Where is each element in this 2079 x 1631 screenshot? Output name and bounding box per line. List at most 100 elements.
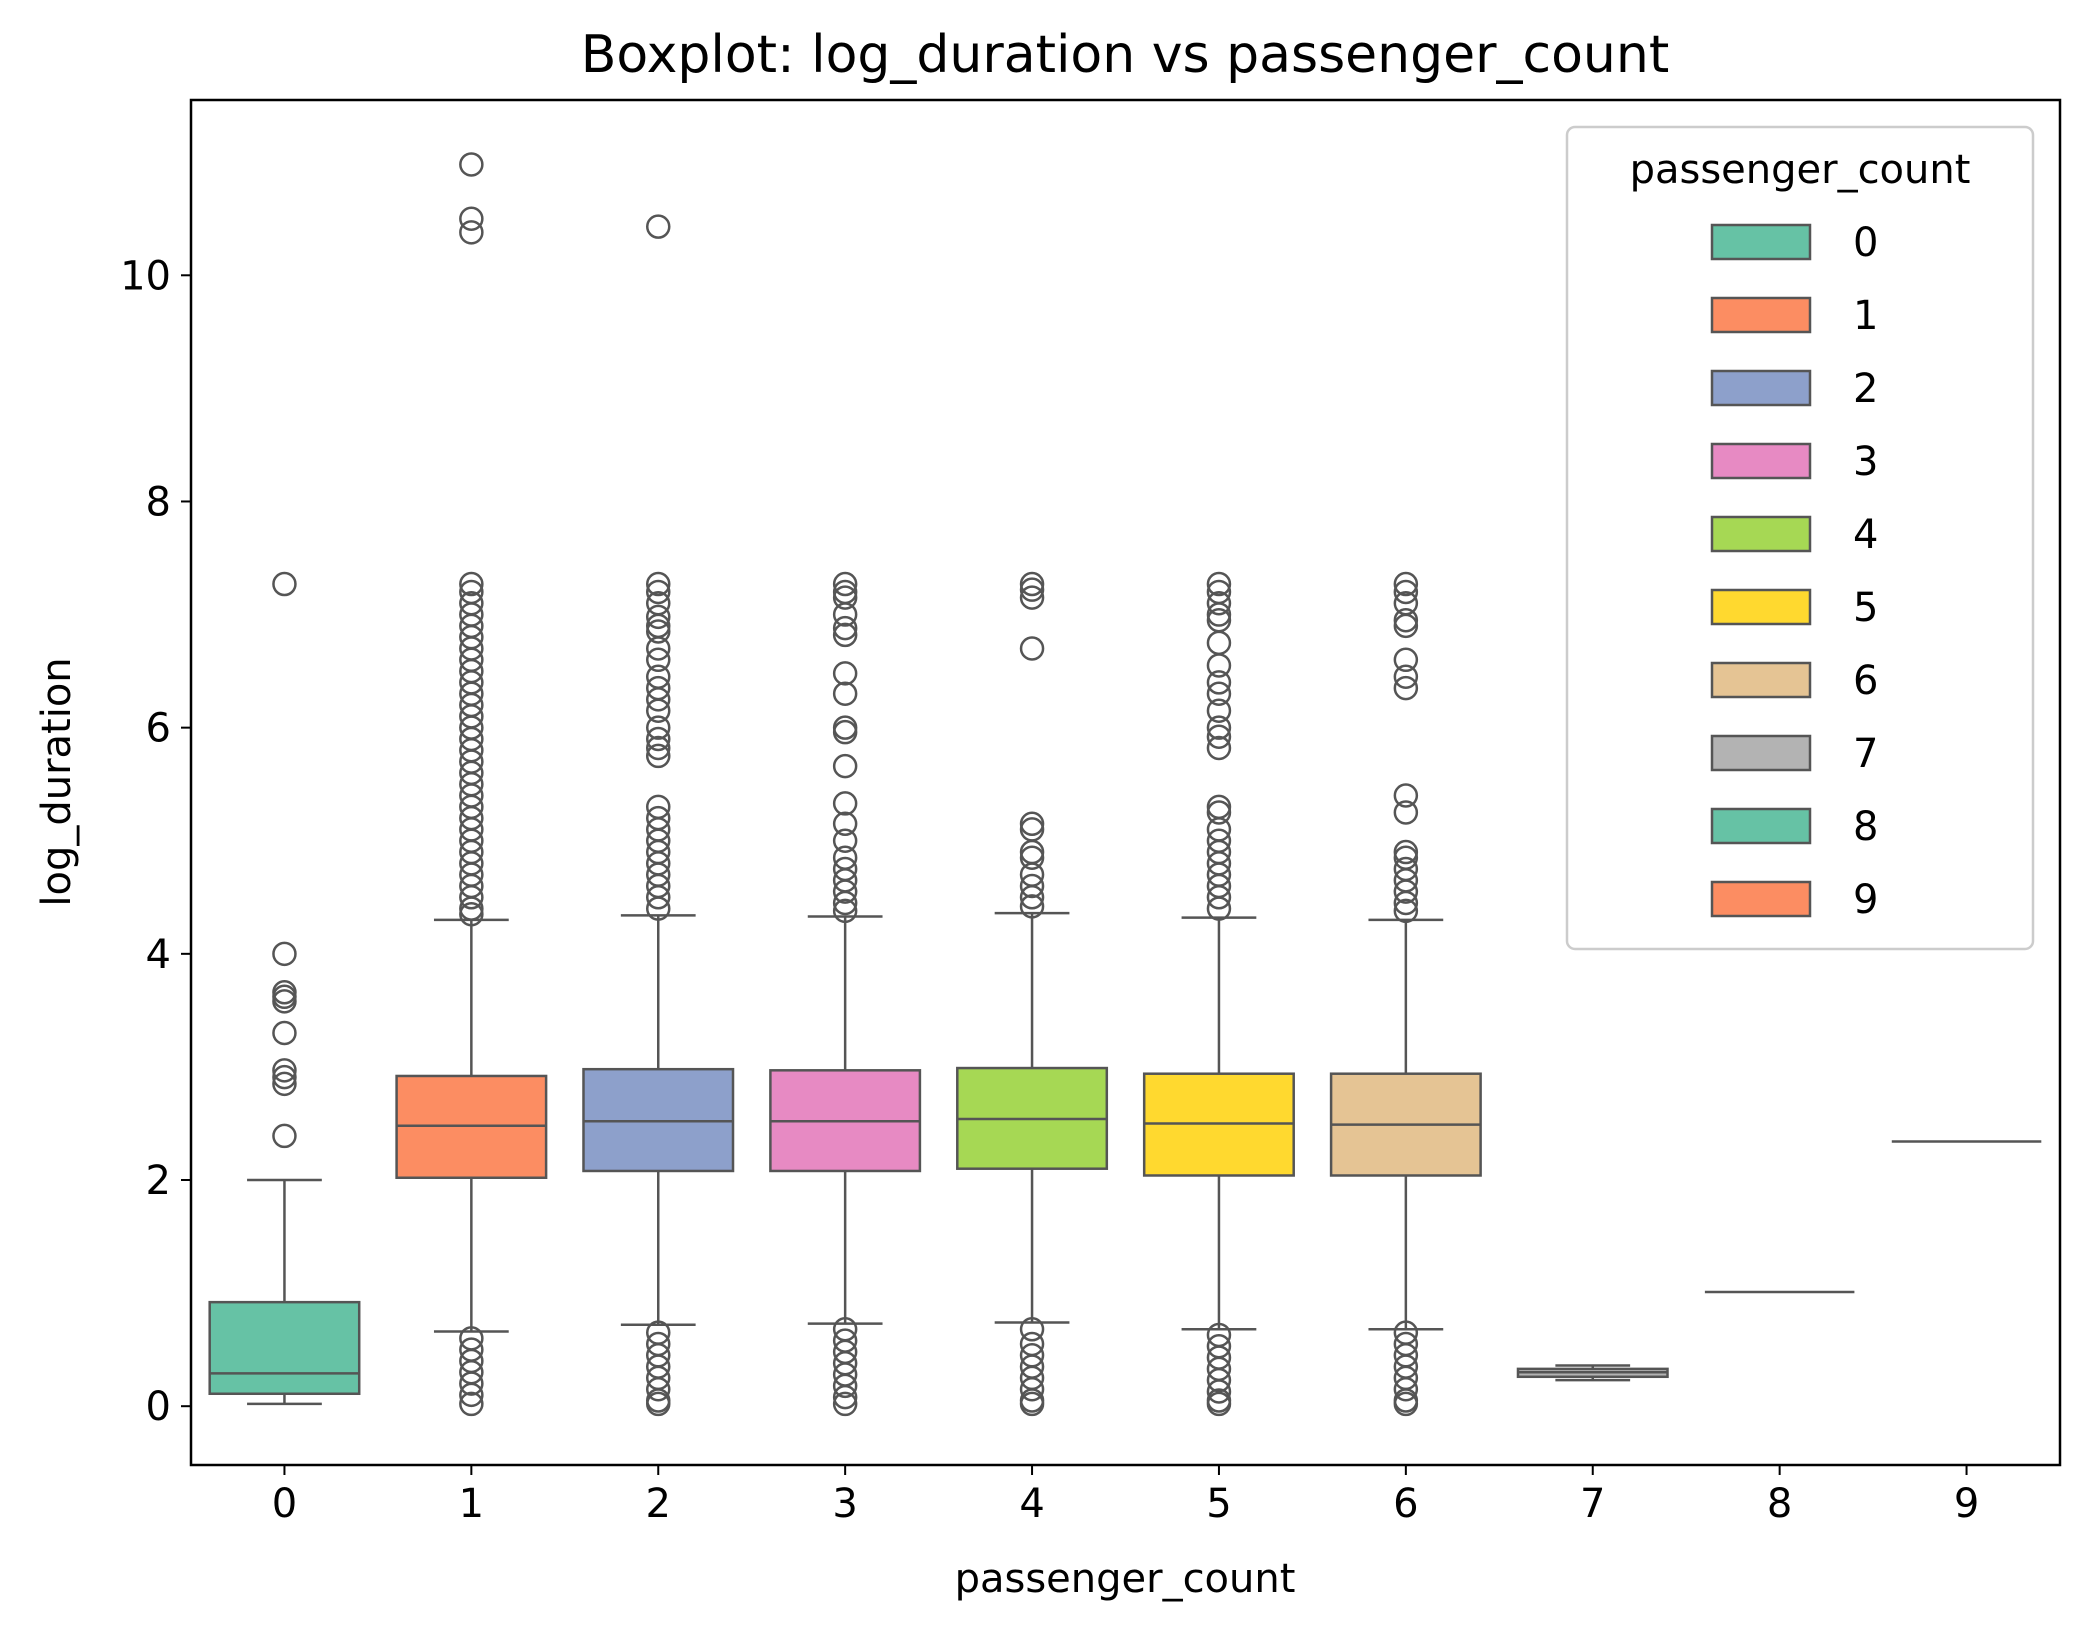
outlier-point (1206, 630, 1232, 656)
legend-item-9: 9 (1710, 877, 1878, 923)
outlier-point (1019, 885, 1045, 910)
legend-item-1: 1 (1710, 293, 1878, 339)
outlier-point (832, 585, 858, 610)
legend-label: 3 (1853, 439, 1878, 485)
outlier-point (1393, 607, 1419, 633)
x-tick-label: 1 (459, 1481, 484, 1527)
outlier-point (1393, 800, 1419, 825)
legend-swatch (1710, 734, 1812, 772)
outlier-point (1019, 585, 1045, 610)
outlier-point (272, 1064, 297, 1090)
outlier-point (646, 214, 671, 239)
outlier-point (832, 828, 858, 853)
outlier-point (646, 619, 671, 644)
box-0 (208, 1300, 361, 1396)
outlier-point (1393, 1376, 1419, 1402)
outlier-point (1206, 715, 1232, 740)
legend-label: 1 (1853, 293, 1878, 339)
outlier-point (1206, 896, 1232, 921)
box-group-1 (395, 152, 548, 1417)
outlier-point (1019, 1376, 1045, 1402)
outlier-point (646, 604, 671, 630)
legend-label: 4 (1853, 512, 1878, 558)
outlier-point (646, 647, 671, 673)
box-group-6 (1329, 571, 1482, 1417)
outlier-point (459, 885, 484, 910)
outlier-point (272, 941, 297, 967)
outlier-point (832, 753, 858, 779)
outlier-point (832, 615, 858, 641)
legend-swatch (1710, 442, 1812, 480)
outlier-point (1206, 885, 1232, 910)
box-group-5 (1142, 571, 1295, 1417)
outlier-point (832, 898, 858, 924)
legend-title: passenger_count (1630, 147, 1971, 193)
plot-area (208, 152, 2042, 1417)
outlier-point (1019, 811, 1045, 837)
outlier-point (646, 743, 671, 769)
outlier-point (1393, 647, 1419, 673)
legend-item-8: 8 (1710, 804, 1878, 850)
legend-item-4: 4 (1710, 512, 1878, 558)
outlier-point (1206, 607, 1232, 633)
outlier-point (1019, 1317, 1045, 1342)
legend-label: 7 (1853, 731, 1878, 777)
legend-swatch (1710, 880, 1812, 918)
outlier-point (646, 735, 671, 761)
outlier-point (1393, 898, 1419, 924)
outlier-point (1206, 571, 1232, 597)
outlier-point (1019, 839, 1045, 865)
legend-item-7: 7 (1710, 731, 1878, 777)
legend-swatch (1710, 515, 1812, 553)
x-tick-label: 3 (832, 1481, 857, 1527)
y-axis-label: log_duration (34, 657, 80, 906)
outlier-point (1393, 571, 1419, 597)
outlier-point (1206, 724, 1232, 749)
outlier-point (272, 1071, 297, 1097)
x-tick-label: 2 (646, 1481, 671, 1527)
outlier-point (1206, 1391, 1232, 1417)
x-tick-label: 0 (272, 1481, 297, 1527)
outlier-point (1206, 794, 1232, 820)
legend-label: 9 (1853, 877, 1878, 923)
legend: passenger_count 0 1 2 3 4 5 6 7 8 9 (1565, 125, 2035, 951)
chart-title: Boxplot: log_duration vs passenger_count (581, 25, 1669, 85)
outlier-point (832, 791, 858, 816)
outlier-point (646, 715, 671, 740)
legend-item-5: 5 (1710, 585, 1878, 631)
outlier-point (1393, 675, 1419, 701)
outlier-point (1019, 873, 1045, 899)
x-tick-label: 7 (1580, 1481, 1605, 1527)
outlier-point (272, 1123, 297, 1149)
legend-swatch (1710, 296, 1812, 334)
outlier-point (1206, 735, 1232, 761)
outlier-point (646, 896, 671, 921)
y-tick-label: 6 (146, 706, 171, 752)
outlier-point (832, 811, 858, 837)
legend-swatch (1710, 223, 1812, 261)
outlier-point (646, 698, 671, 723)
outlier-point (832, 719, 858, 745)
outlier-point (1393, 890, 1419, 916)
outlier-point (832, 681, 858, 706)
y-tick-label: 2 (146, 1158, 171, 1204)
legend-label: 2 (1853, 366, 1878, 412)
outlier-point (1206, 602, 1232, 627)
y-tick-label: 4 (146, 932, 171, 978)
outlier-point (1019, 817, 1045, 842)
outlier-point (1019, 845, 1045, 870)
x-tick-label: 5 (1206, 1481, 1231, 1527)
outlier-point (272, 989, 297, 1014)
outlier-point (1206, 800, 1232, 825)
outlier-point (459, 220, 484, 245)
outlier-point (459, 1371, 484, 1396)
axes-frame (189, 98, 2062, 1467)
legend-label: 0 (1853, 220, 1878, 266)
outlier-point (646, 1391, 671, 1417)
outlier-point (646, 579, 671, 605)
outlier-point (646, 1376, 671, 1402)
y-axis-ticks: 0 2 4 6 8 10 (120, 253, 191, 1430)
outlier-point (1019, 1391, 1045, 1417)
outlier-point (1206, 1379, 1232, 1404)
